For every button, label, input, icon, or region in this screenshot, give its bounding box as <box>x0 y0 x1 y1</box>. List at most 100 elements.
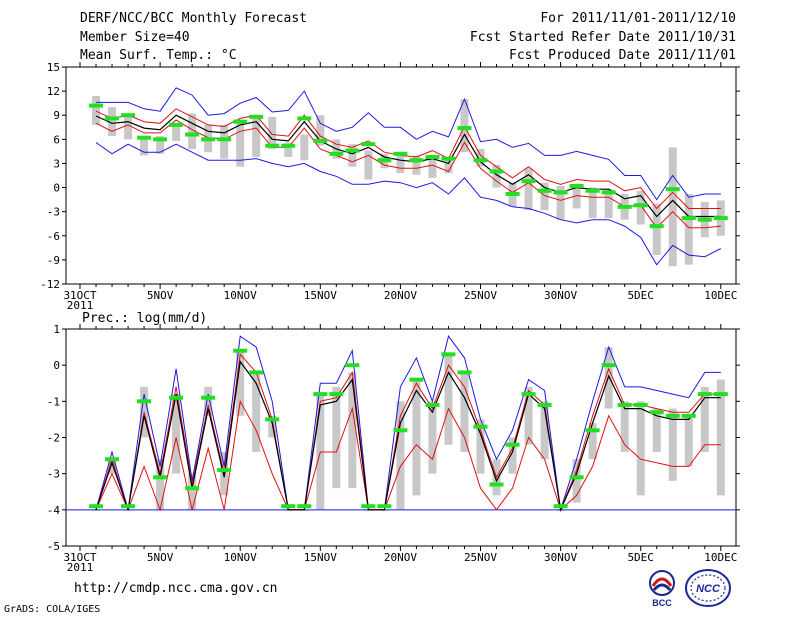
panel1-spread-box <box>156 136 165 154</box>
panel1-spread-box <box>316 115 325 146</box>
panel1-observed-marker <box>153 137 168 142</box>
panel1-spread-box <box>556 185 565 220</box>
panel1-observed-marker <box>169 122 184 127</box>
panel1-y-tick-label: -12 <box>40 278 60 291</box>
panel2-spread-box <box>348 372 357 489</box>
panel2-y-tick-label: -1 <box>47 395 60 408</box>
panel1-spread-box <box>636 190 645 225</box>
panel2-spread-box <box>412 379 421 496</box>
panel2-spread-box <box>684 415 693 467</box>
panel1-series-min <box>95 142 722 266</box>
panel1-frame <box>65 66 737 285</box>
panel1-spread-box <box>524 168 533 211</box>
panel2-observed-marker <box>585 428 600 433</box>
panel1-y-tick-label: -9 <box>47 254 60 267</box>
panel2-series-max <box>95 335 721 511</box>
panel2-spread-box <box>700 386 709 452</box>
panel1-observed-marker <box>569 183 584 188</box>
panel1-observed-marker <box>505 191 520 196</box>
panel2-spread-box <box>540 401 549 460</box>
panel2-spread-box <box>188 473 197 510</box>
produced-date: Fcst Produced Date 2011/11/01 <box>509 48 736 63</box>
panel1-observed-marker <box>489 169 504 174</box>
panel1-y-tick-label: 15 <box>47 61 60 74</box>
footer-url[interactable]: http://cmdp.ncc.cma.gov.cn <box>74 581 278 596</box>
panel1-observed-marker <box>249 114 264 119</box>
panel1-x-tick-label: 20NOV <box>384 289 417 302</box>
panel2-observed-marker <box>313 392 328 397</box>
panel2-observed-marker <box>681 413 696 418</box>
panel2-spread-box <box>524 386 533 445</box>
panel2-x-tick-label: 20NOV <box>384 551 417 564</box>
panel2-x-tick-label: 15NOV <box>304 551 337 564</box>
panel1-observed-marker <box>361 142 376 147</box>
panel1-observed-marker <box>377 158 392 163</box>
panel1-observed-marker <box>441 156 456 161</box>
panel1-observed-marker <box>409 158 424 163</box>
panel2-spread-box <box>252 372 261 452</box>
panel2-spread-box <box>268 415 277 438</box>
panel2-spread-box <box>332 386 341 489</box>
panel1-observed-marker <box>185 132 200 137</box>
panel2-series-p90 <box>95 353 721 512</box>
panel2-observed-marker <box>537 402 552 407</box>
panel1-observed-marker <box>553 190 568 195</box>
panel1-spread-box <box>108 107 117 137</box>
panel2-observed-marker <box>521 392 536 397</box>
panel1-series-p10 <box>95 119 721 229</box>
panel2-observed-marker <box>169 395 184 400</box>
panel1-observed-marker <box>297 116 312 121</box>
panel1-spread-box <box>476 148 485 167</box>
panel2-observed-marker <box>377 504 392 509</box>
panel2-spread-box <box>476 419 485 474</box>
panel2-y-tick-label: -4 <box>47 504 61 517</box>
panel2-x-tick-label: 25NOV <box>464 551 497 564</box>
panel1-observed-marker <box>217 137 232 142</box>
panel2-observed-marker <box>345 363 360 368</box>
panel2-spread-box <box>156 459 165 510</box>
panel2-spread-box <box>460 372 469 452</box>
panel1-observed-marker <box>201 137 216 142</box>
panel1-spread-box <box>412 155 421 175</box>
grads-credit: GrADS: COLA/IGES <box>4 604 101 615</box>
panel1-spread-box <box>124 113 133 140</box>
forecast-period: For 2011/11/01-2011/12/10 <box>540 11 736 26</box>
panel1-y-tick-label: 12 <box>47 85 60 98</box>
panel2-spread-box <box>172 394 181 474</box>
panel1-x-tick-label: 25NOV <box>464 289 497 302</box>
panel2-observed-marker <box>105 457 120 462</box>
panel2-observed-marker <box>265 417 280 422</box>
panel2-series-mean <box>95 360 721 512</box>
panel1-spread-box <box>604 189 613 219</box>
panel1-observed-marker <box>649 224 664 229</box>
panel2-observed-marker <box>649 410 664 415</box>
svg-text:NCC: NCC <box>696 583 721 595</box>
svg-text:BCC: BCC <box>652 598 672 608</box>
panel1-observed-marker <box>89 103 104 108</box>
panel1-x-tick-label: 5DEC <box>627 289 654 302</box>
panel2-observed-marker <box>601 363 616 368</box>
panel1-spread-box <box>492 165 501 188</box>
panel2-observed-marker <box>233 348 248 353</box>
panel1-year-label: 2011 <box>67 299 94 312</box>
panel2-observed-marker <box>393 428 408 433</box>
panel1-spread-box <box>92 95 101 125</box>
panel2-y-tick-label: 1 <box>53 323 60 336</box>
panel2-observed-marker <box>441 352 456 357</box>
panel1-observed-marker <box>713 216 728 221</box>
panel1-observed-marker <box>617 204 632 209</box>
panel2-observed-marker <box>633 402 648 407</box>
panel2-observed-marker <box>457 370 472 375</box>
panel2-observed-marker <box>89 504 104 509</box>
panel2-observed-marker <box>489 482 504 487</box>
panel2-observed-marker <box>569 475 584 480</box>
panel2-spread-box <box>588 423 597 460</box>
panel2-observed-marker <box>553 504 568 509</box>
panel1-spread-box <box>588 187 597 219</box>
panel2-series-p10 <box>95 399 721 512</box>
panel2-spread-box <box>652 408 661 452</box>
panel2-spread-box <box>716 379 725 496</box>
panel1-spread-box <box>236 123 245 167</box>
panel1-observed-marker <box>601 190 616 195</box>
